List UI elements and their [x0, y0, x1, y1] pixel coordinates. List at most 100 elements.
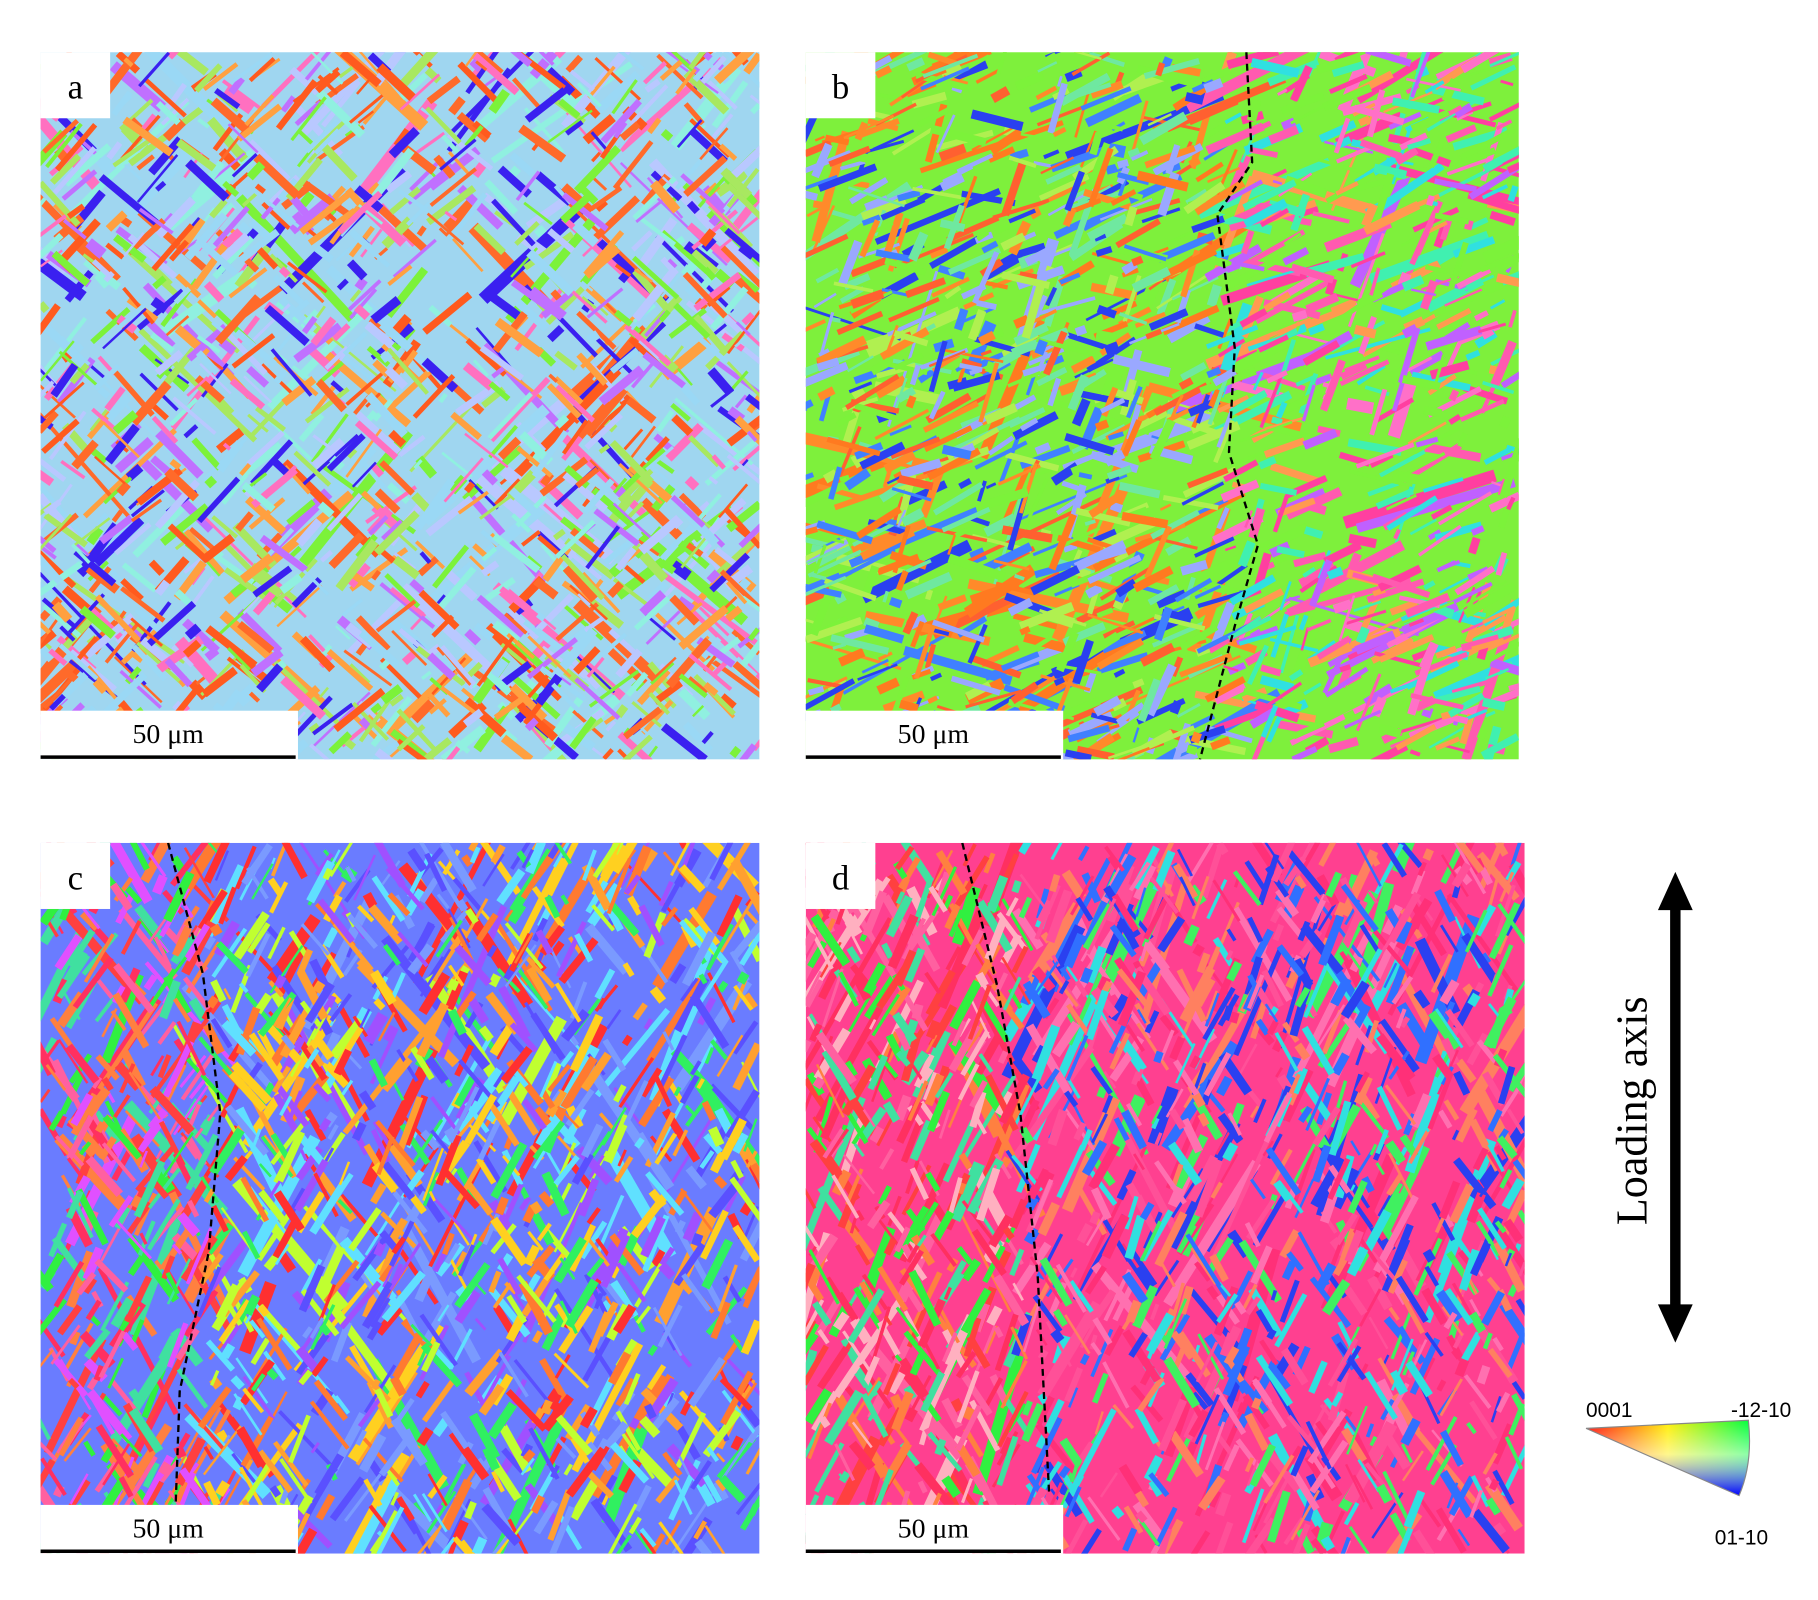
grain [1084, 93, 1143, 128]
grain [1213, 419, 1235, 464]
grain [158, 1461, 172, 1476]
grain [536, 52, 555, 66]
grain [92, 1076, 103, 1089]
grain [883, 211, 904, 256]
grain [357, 1397, 382, 1428]
grain [609, 347, 640, 374]
grain [624, 564, 646, 584]
grain [456, 52, 504, 75]
grain [57, 1038, 89, 1084]
grain [693, 959, 729, 1011]
grain [230, 1375, 245, 1390]
grain [582, 237, 603, 257]
grain [419, 877, 439, 904]
grain [1452, 127, 1509, 151]
grain [476, 912, 499, 942]
grain [946, 215, 1000, 243]
grain [730, 142, 760, 179]
grain [43, 499, 62, 515]
grain [1408, 350, 1445, 376]
grain [699, 127, 729, 161]
grain [877, 651, 893, 661]
grain [518, 704, 559, 742]
grain [301, 316, 318, 335]
grain [513, 1510, 534, 1537]
grain [413, 459, 423, 470]
grain [431, 1195, 476, 1243]
grain [1342, 469, 1497, 529]
grain [79, 605, 116, 639]
grain [454, 1044, 474, 1077]
grain [1113, 1117, 1130, 1142]
grain [429, 167, 478, 207]
grain [203, 842, 232, 884]
grain [307, 1206, 343, 1251]
grain [846, 946, 861, 964]
grain [1197, 588, 1252, 609]
grain [814, 542, 852, 568]
grain [583, 244, 621, 279]
grain [392, 555, 420, 580]
grain [970, 109, 1024, 132]
grain [680, 173, 726, 215]
grain [488, 973, 502, 988]
grain [1363, 200, 1421, 236]
grain [1408, 685, 1519, 740]
grain [454, 944, 492, 987]
grain [633, 1484, 652, 1513]
grain [63, 1427, 92, 1462]
grain [1121, 267, 1139, 278]
grain [814, 135, 825, 142]
grain [183, 847, 215, 899]
grain [163, 974, 192, 1016]
grain [45, 1064, 67, 1091]
grain [613, 1084, 627, 1103]
grain [750, 95, 760, 115]
grain [273, 1440, 309, 1488]
grain [697, 336, 729, 365]
grain [701, 731, 714, 745]
grain [260, 197, 281, 220]
grain [1171, 722, 1191, 760]
grain [370, 702, 383, 714]
grain [1454, 102, 1473, 119]
grain [165, 1271, 180, 1295]
grain [163, 870, 195, 923]
grain [58, 643, 99, 681]
grain [444, 970, 469, 1011]
grain [1412, 206, 1460, 233]
grain [703, 681, 719, 697]
grain [322, 867, 333, 881]
grain [1484, 1481, 1523, 1532]
grain [482, 1486, 513, 1533]
grain [874, 65, 892, 79]
grain [452, 1519, 469, 1541]
grain [317, 501, 335, 518]
grain [942, 1120, 976, 1183]
grain [632, 255, 680, 300]
grain [304, 387, 350, 424]
grain [1260, 704, 1279, 738]
grain [625, 671, 649, 697]
grain [521, 529, 541, 547]
grain [670, 842, 694, 877]
grain [40, 620, 51, 635]
grain [272, 1218, 299, 1259]
grain [886, 518, 897, 526]
grain [1260, 664, 1282, 677]
grain [333, 1048, 352, 1076]
grain [231, 152, 258, 178]
grain [272, 997, 292, 1027]
grain [288, 1414, 311, 1464]
grain [40, 530, 57, 554]
grain [540, 1090, 556, 1109]
grain [720, 52, 760, 92]
grain [42, 118, 80, 154]
grain [448, 964, 465, 987]
grain [185, 1133, 219, 1191]
grain [1150, 509, 1200, 540]
grain [504, 1281, 517, 1295]
grain [593, 177, 608, 191]
grain [1248, 507, 1266, 540]
grain [181, 1175, 212, 1218]
